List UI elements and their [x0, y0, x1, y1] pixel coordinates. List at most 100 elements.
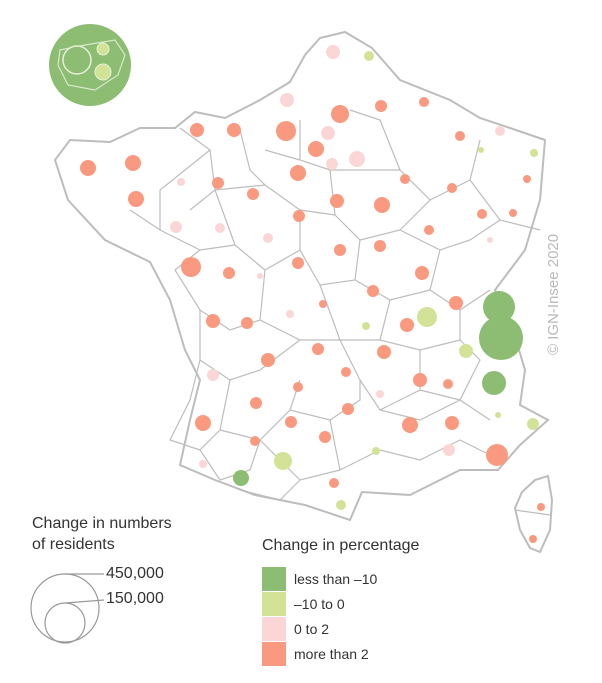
- size-legend-large-label: 450,000: [106, 565, 164, 582]
- department-bubble: [419, 97, 429, 107]
- department-bubble: [223, 267, 235, 279]
- department-bubble: [445, 416, 459, 430]
- color-legend-title: Change in percentage: [262, 537, 420, 554]
- department-bubble: [215, 223, 225, 233]
- department-bubble: [290, 165, 306, 181]
- department-bubble: [376, 390, 384, 398]
- department-bubble: [247, 188, 259, 200]
- department-bubble: [276, 121, 296, 141]
- legend-swatch: [262, 592, 286, 616]
- department-bubble: [274, 452, 292, 470]
- department-bubble: [199, 460, 207, 468]
- size-legend-title: Change in numbers of residents: [32, 513, 232, 555]
- department-bubble: [477, 209, 487, 219]
- department-bubble: [443, 379, 453, 389]
- department-bubble: [280, 93, 294, 107]
- size-legend-small-label: 150,000: [106, 590, 164, 607]
- legend-swatch: [262, 567, 286, 591]
- department-bubble: [364, 51, 374, 61]
- department-bubble: [257, 273, 263, 279]
- department-bubble: [195, 415, 211, 431]
- france-outline: [53, 30, 550, 522]
- department-bubble: [374, 240, 386, 252]
- department-bubble: [263, 233, 273, 243]
- department-bubble: [483, 291, 515, 323]
- department-bubble: [479, 316, 523, 360]
- department-bubbles: [80, 45, 545, 543]
- department-bubble: [341, 367, 351, 377]
- department-bubble: [170, 221, 182, 233]
- legend-item: –10 to 0: [262, 592, 345, 616]
- department-bubble: [286, 310, 294, 318]
- inset-bubble: [62, 45, 92, 75]
- department-bubble: [330, 194, 344, 208]
- department-bubble: [537, 503, 545, 511]
- legend-item: less than –10: [262, 567, 377, 591]
- department-bubble: [447, 183, 457, 193]
- department-bubble: [181, 257, 201, 277]
- department-bubble: [523, 175, 531, 183]
- department-bubble: [459, 344, 473, 358]
- department-bubble: [402, 417, 418, 433]
- department-bubble: [400, 174, 410, 184]
- department-bubble: [233, 470, 249, 486]
- corsica-border: [514, 509, 551, 516]
- department-bubble: [529, 535, 537, 543]
- department-bubble: [400, 318, 414, 332]
- department-bubble: [329, 478, 339, 488]
- department-bubble: [527, 418, 539, 430]
- department-bubble: [482, 371, 506, 395]
- department-bubble: [326, 45, 340, 59]
- department-bubble: [367, 285, 379, 297]
- department-bubble: [349, 151, 365, 167]
- department-bubble: [125, 155, 141, 171]
- department-bubble: [495, 412, 501, 418]
- department-bubble: [80, 160, 96, 176]
- department-bubble: [241, 317, 253, 329]
- department-bubble: [334, 244, 346, 256]
- size-legend-small-leader: [64, 599, 105, 604]
- inset-bubble: [94, 63, 112, 81]
- department-bubble: [250, 397, 262, 409]
- department-bubble: [417, 307, 437, 327]
- department-bubble: [415, 266, 429, 280]
- department-bubble: [530, 149, 538, 157]
- department-bubble: [372, 447, 380, 455]
- department-bubble: [293, 382, 303, 392]
- department-bubble: [374, 197, 390, 213]
- legend-label: 0 to 2: [294, 621, 330, 637]
- department-bubble: [177, 178, 185, 186]
- department-bubble: [321, 126, 335, 140]
- department-bubble: [308, 141, 324, 157]
- department-bubble: [478, 147, 484, 153]
- legend-label: –10 to 0: [294, 596, 345, 612]
- department-bubble: [413, 373, 427, 387]
- department-bubble: [227, 123, 241, 137]
- size-legend-graphic: [30, 573, 105, 644]
- department-bubble: [487, 237, 493, 243]
- department-bubble: [128, 191, 144, 207]
- department-bubble: [319, 431, 331, 443]
- copyright-text: © IGN-Insee 2020: [545, 233, 562, 355]
- inset-paris-region: [49, 24, 131, 106]
- legend-swatch: [262, 642, 286, 666]
- department-bubble: [292, 257, 304, 269]
- size-legend-title-line2: of residents: [32, 536, 115, 553]
- legend-swatch: [262, 617, 286, 641]
- legend-item: 0 to 2: [262, 617, 329, 641]
- department-bubble: [375, 100, 387, 112]
- department-bubble: [285, 416, 297, 428]
- department-bubble: [495, 126, 505, 136]
- department-bubble: [261, 353, 275, 367]
- department-bubble: [455, 131, 465, 141]
- department-bubble: [319, 300, 327, 308]
- department-bubble: [486, 444, 508, 466]
- department-bubble: [342, 403, 354, 415]
- corsica-outline: [513, 474, 554, 554]
- department-bubble: [207, 369, 219, 381]
- inset-bubble: [96, 42, 110, 56]
- size-legend-large-circle: [30, 573, 100, 643]
- legend-label: more than 2: [294, 646, 369, 662]
- size-legend-small-circle: [44, 602, 86, 644]
